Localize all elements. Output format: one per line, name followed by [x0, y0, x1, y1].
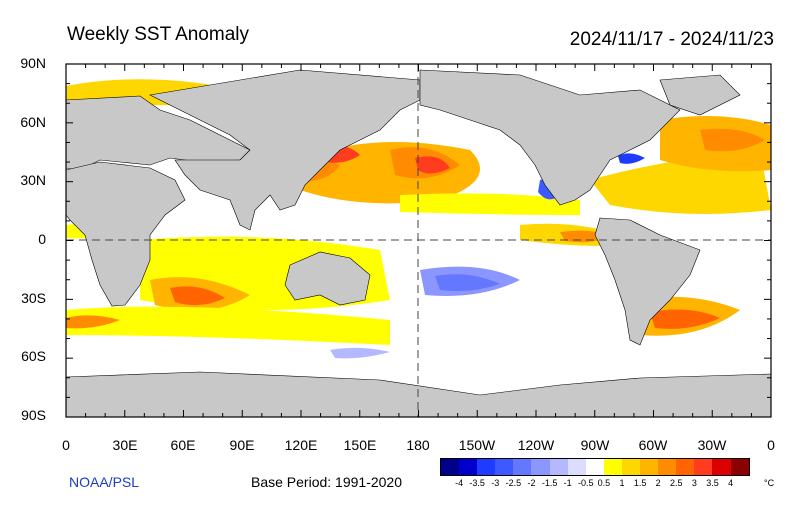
lat-label-60s: 60S	[21, 348, 46, 364]
colorbar-swatch	[459, 459, 478, 475]
north-america-land	[419, 69, 681, 206]
colorbar-tick-label: -1.5	[541, 478, 558, 488]
colorbar-tick-label: -2	[527, 478, 536, 488]
south-america-land	[594, 217, 701, 346]
colorbar-swatch	[658, 459, 677, 475]
colorbar-swatch	[549, 459, 568, 475]
colorbar-tick-label: 0.5	[597, 478, 611, 488]
colorbar-tick-label: 1	[619, 478, 625, 488]
colorbar-swatch	[621, 459, 641, 475]
lon-label-150w: 150W	[458, 437, 496, 453]
colorbar-swatch	[585, 459, 604, 475]
lat-label-90s: 90S	[21, 407, 46, 423]
colorbar-swatch	[567, 459, 586, 475]
colorbar-tick-label: -2.5	[505, 478, 522, 488]
lon-label-150e: 150E	[343, 437, 377, 453]
colorbar-tick-label: 2	[655, 478, 661, 488]
asia-land	[149, 69, 421, 231]
colorbar-swatch	[676, 459, 695, 475]
lat-label-30n: 30N	[20, 172, 46, 188]
colorbar-unit: °C	[764, 478, 775, 488]
africa-land	[66, 161, 186, 307]
colorbar-swatch	[603, 459, 622, 475]
lon-label-120e: 120E	[284, 437, 318, 453]
colorbar-swatch	[477, 459, 496, 475]
colorbar-tick-label: 4	[728, 478, 734, 488]
colorbar-swatch	[712, 459, 731, 475]
colorbar-tick-label: -3.5	[469, 478, 485, 488]
colorbar-tick-label: -1	[563, 478, 572, 488]
lat-label-60n: 60N	[20, 114, 46, 130]
base-period-label: Base Period: 1991-2020	[251, 474, 402, 490]
lon-label-120w: 120W	[517, 437, 555, 453]
lon-label-60e: 60E	[170, 437, 196, 453]
lon-label-30e: 30E	[112, 437, 138, 453]
colorbar	[440, 458, 750, 476]
colorbar-tick-label: 1.5	[633, 478, 647, 488]
colorbar-swatch	[441, 459, 460, 475]
land-masses	[66, 69, 771, 417]
map-title: Weekly SST Anomaly	[67, 24, 249, 45]
date-range: 2024/11/17 - 2024/11/23	[569, 29, 774, 50]
lon-label-0: 0	[62, 437, 70, 453]
lon-label-90w: 90W	[580, 437, 610, 453]
lon-label-90e: 90E	[229, 437, 255, 453]
lat-label-0: 0	[38, 231, 46, 247]
colorbar-swatch	[513, 459, 532, 475]
axis-ticks	[65, 63, 772, 418]
colorbar-tick-label: 3	[691, 478, 697, 488]
greenland-land	[659, 74, 741, 116]
colorbar-swatch	[640, 459, 659, 475]
colorbar-swatch	[531, 459, 550, 475]
colorbar-tick-label: -3	[491, 478, 500, 488]
colorbar-swatch	[694, 459, 713, 475]
lon-label-30w: 30W	[697, 437, 727, 453]
credit-label: NOAA/PSL	[69, 474, 140, 490]
lon-label-0-east: 0	[767, 437, 775, 453]
lat-label-30s: 30S	[21, 290, 46, 306]
lon-label-60w: 60W	[638, 437, 668, 453]
colorbar-tick-label: 2.5	[670, 478, 683, 488]
australia-land	[284, 251, 371, 306]
lat-label-90n: 90N	[20, 55, 46, 71]
colorbar-swatch	[495, 459, 514, 475]
colorbar-tick-label: -0.5	[578, 478, 594, 488]
lon-label-180: 180	[406, 437, 430, 453]
colorbar-tick-label: -4	[455, 478, 464, 488]
colorbar-swatch	[730, 459, 749, 475]
colorbar-tick-label: 3.5	[706, 478, 719, 488]
